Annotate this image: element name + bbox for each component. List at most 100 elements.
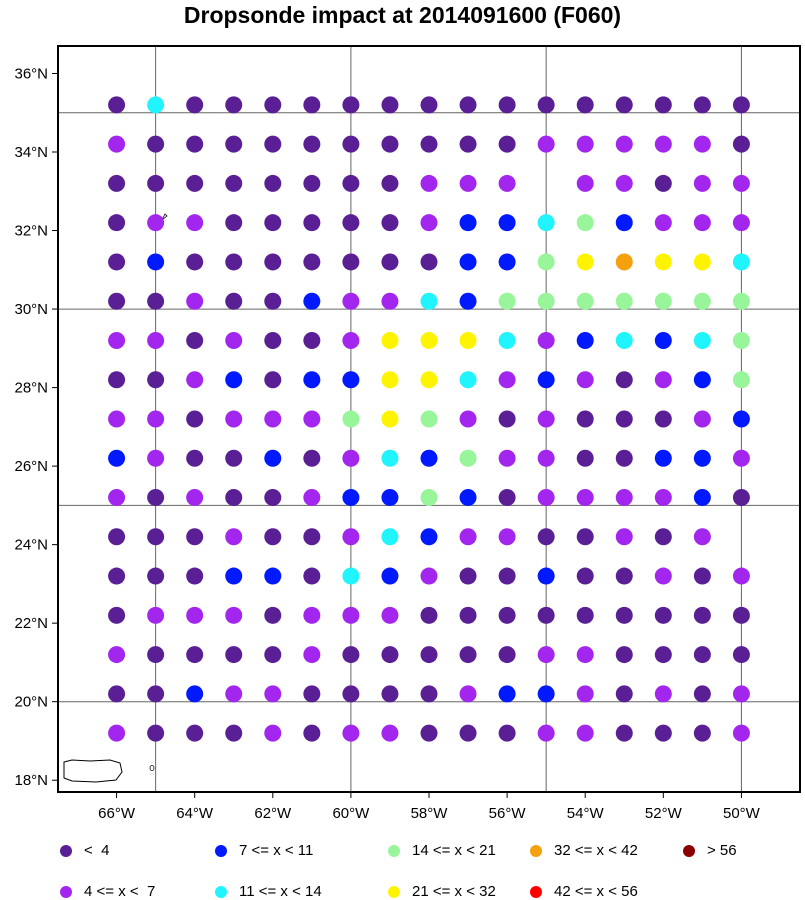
lon-tick-label: 52°W (645, 805, 683, 822)
dropsonde-point (264, 567, 282, 585)
dropsonde-point (459, 646, 477, 664)
dropsonde-point (264, 606, 282, 624)
dropsonde-point (459, 685, 477, 703)
dropsonde-point (537, 449, 555, 467)
lon-tick-label: 62°W (254, 805, 292, 822)
dropsonde-point (342, 528, 360, 546)
dropsonde-point (264, 214, 282, 232)
dropsonde-point (381, 214, 399, 232)
dropsonde-point (381, 724, 399, 742)
dropsonde-point (576, 449, 594, 467)
legend-item: 42 <= x < 56 (530, 883, 638, 900)
dropsonde-point (537, 685, 555, 703)
dropsonde-point (693, 371, 711, 389)
legend-swatch (683, 844, 695, 857)
dropsonde-point (537, 331, 555, 349)
dropsonde-point (576, 135, 594, 153)
dropsonde-point (108, 96, 126, 114)
lat-tick-label: 20°N (14, 694, 48, 711)
dropsonde-point (420, 606, 438, 624)
dropsonde-point (654, 331, 672, 349)
dropsonde-point (342, 331, 360, 349)
legend-label: 42 <= x < 56 (554, 883, 638, 900)
dropsonde-point (147, 371, 165, 389)
dropsonde-point (420, 331, 438, 349)
dropsonde-point (186, 214, 204, 232)
dropsonde-point (459, 606, 477, 624)
dropsonde-point (732, 96, 750, 114)
legend-item: 14 <= x < 21 (388, 842, 496, 859)
dropsonde-point (693, 410, 711, 428)
dropsonde-point (342, 214, 360, 232)
island-outline (149, 765, 155, 771)
dropsonde-point (498, 135, 516, 153)
legend-swatch (388, 885, 400, 898)
dropsonde-point (381, 253, 399, 271)
dropsonde-point (342, 96, 360, 114)
dropsonde-point (615, 685, 633, 703)
dropsonde-point (576, 253, 594, 271)
dropsonde-point (303, 174, 321, 192)
dropsonde-point (654, 528, 672, 546)
dropsonde-point (225, 214, 243, 232)
dropsonde-point (732, 646, 750, 664)
dropsonde-point (615, 724, 633, 742)
dropsonde-point (732, 606, 750, 624)
dropsonde-point (732, 449, 750, 467)
dropsonde-point (420, 371, 438, 389)
dropsonde-point (693, 567, 711, 585)
dropsonde-point (147, 331, 165, 349)
dropsonde-point (108, 371, 126, 389)
dropsonde-point (225, 96, 243, 114)
dropsonde-point (615, 489, 633, 507)
dropsonde-point (342, 685, 360, 703)
dropsonde-point (264, 410, 282, 428)
dropsonde-point (303, 96, 321, 114)
dropsonde-point (225, 449, 243, 467)
dropsonde-point (381, 685, 399, 703)
legend-item: > 56 (683, 842, 737, 859)
legend-item: 11 <= x < 14 (215, 883, 322, 900)
dropsonde-point (498, 253, 516, 271)
dropsonde-point (342, 135, 360, 153)
dropsonde-point (303, 371, 321, 389)
dropsonde-point (732, 135, 750, 153)
dropsonde-point (420, 135, 438, 153)
legend-item: 21 <= x < 32 (388, 883, 496, 900)
lat-tick-label: 30°N (14, 301, 48, 318)
dropsonde-point (108, 724, 126, 742)
dropsonde-point (420, 724, 438, 742)
dropsonde-point (147, 449, 165, 467)
legend-item: 7 <= x < 11 (215, 842, 313, 859)
dropsonde-point (576, 685, 594, 703)
dropsonde-point (537, 371, 555, 389)
dropsonde-point (459, 371, 477, 389)
dropsonde-point (459, 96, 477, 114)
dropsonde-point (108, 292, 126, 310)
legend-swatch (530, 885, 542, 898)
dropsonde-point (186, 528, 204, 546)
dropsonde-point (381, 371, 399, 389)
dropsonde-point (381, 646, 399, 664)
lat-tick-label: 24°N (14, 537, 48, 554)
dropsonde-point (615, 331, 633, 349)
lat-tick-label: 26°N (14, 458, 48, 475)
legend-label: 11 <= x < 14 (239, 883, 322, 900)
dropsonde-point (498, 292, 516, 310)
dropsonde-point (147, 135, 165, 153)
dropsonde-point (420, 567, 438, 585)
legend-label: < 4 (84, 842, 110, 859)
dropsonde-point (537, 489, 555, 507)
legend-label: 14 <= x < 21 (412, 842, 496, 859)
lat-tick-label: 18°N (14, 772, 48, 789)
dropsonde-point (225, 567, 243, 585)
dropsonde-point (459, 253, 477, 271)
legend-swatch (530, 844, 542, 857)
lon-tick-label: 56°W (489, 805, 527, 822)
dropsonde-point (459, 449, 477, 467)
dropsonde-point (576, 331, 594, 349)
dropsonde-point (654, 371, 672, 389)
dropsonde-point (303, 449, 321, 467)
dropsonde-point (147, 685, 165, 703)
dropsonde-point (459, 489, 477, 507)
